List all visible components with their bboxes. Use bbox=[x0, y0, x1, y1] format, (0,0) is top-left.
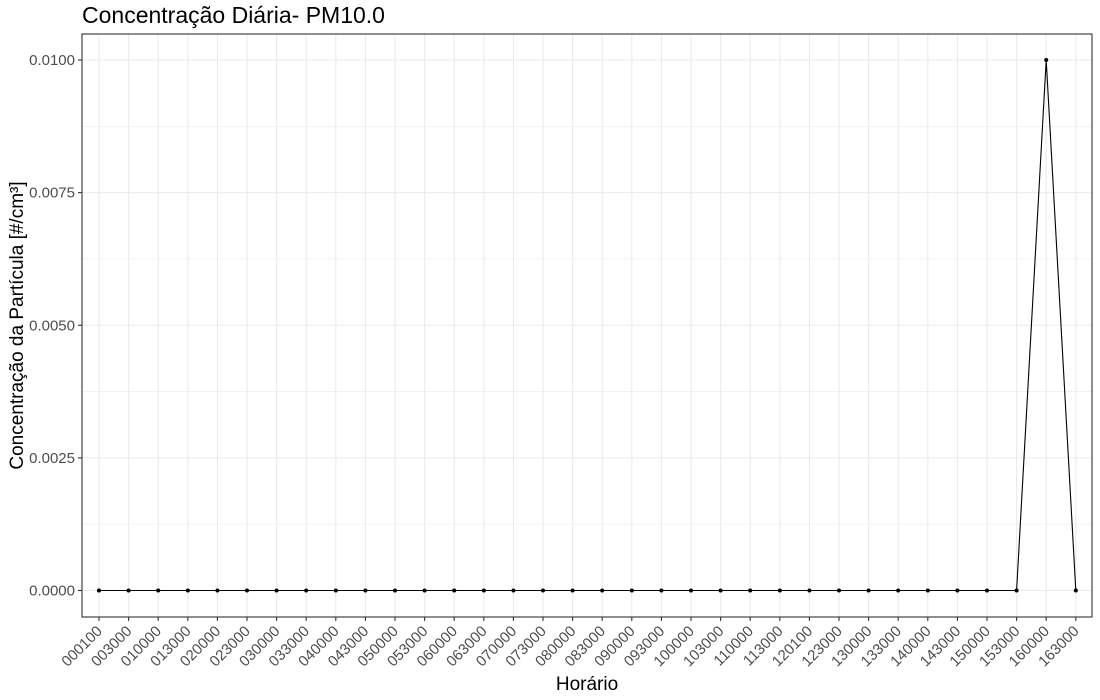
data-point bbox=[393, 588, 397, 593]
data-point bbox=[570, 588, 575, 593]
y-tick-label: 0.0075 bbox=[29, 185, 75, 202]
chart-title: Concentração Diária- PM10.0 bbox=[82, 2, 385, 28]
data-point bbox=[215, 588, 220, 593]
data-point bbox=[333, 588, 338, 593]
y-tick-label: 0.0000 bbox=[29, 583, 75, 600]
grid bbox=[82, 34, 1092, 617]
data-point bbox=[985, 588, 989, 593]
data-point bbox=[629, 588, 634, 593]
axis-ticks: 0.00000.00250.00500.00750.01000001000030… bbox=[29, 52, 1083, 670]
data-point bbox=[718, 588, 723, 593]
data-point bbox=[689, 588, 693, 593]
data-point bbox=[837, 588, 841, 593]
data-point bbox=[1073, 588, 1078, 593]
y-tick-label: 0.0100 bbox=[29, 52, 75, 69]
data-point bbox=[452, 588, 457, 593]
data-point bbox=[748, 588, 753, 593]
series-line bbox=[99, 59, 1077, 592]
data-point bbox=[304, 588, 309, 593]
data-point bbox=[185, 588, 190, 593]
data-point bbox=[600, 588, 605, 593]
data-point bbox=[156, 588, 161, 593]
data-point bbox=[866, 588, 871, 593]
data-point bbox=[777, 588, 782, 593]
y-tick-label: 0.0050 bbox=[29, 317, 75, 334]
data-point bbox=[245, 588, 249, 593]
data-point bbox=[126, 588, 131, 593]
y-axis-title: Concentração da Partícula [#/cm³] bbox=[7, 181, 28, 469]
panel-border bbox=[81, 33, 1093, 618]
data-point bbox=[896, 588, 901, 593]
data-point bbox=[925, 588, 930, 593]
data-point bbox=[97, 588, 101, 593]
data-point bbox=[481, 588, 486, 593]
data-point bbox=[274, 588, 279, 593]
data-point bbox=[363, 588, 368, 593]
data-point bbox=[422, 588, 427, 593]
data-point bbox=[1044, 58, 1049, 62]
data-point bbox=[1014, 588, 1019, 593]
series bbox=[97, 58, 1078, 593]
data-point bbox=[511, 588, 516, 593]
y-axis-title-group: Concentração da Partícula [#/cm³] bbox=[7, 181, 28, 469]
x-axis-title: Horário bbox=[556, 674, 618, 695]
data-point bbox=[541, 588, 545, 593]
data-point bbox=[807, 588, 812, 593]
data-point bbox=[955, 588, 960, 593]
y-tick-label: 0.0025 bbox=[29, 450, 75, 467]
data-point bbox=[659, 588, 664, 593]
